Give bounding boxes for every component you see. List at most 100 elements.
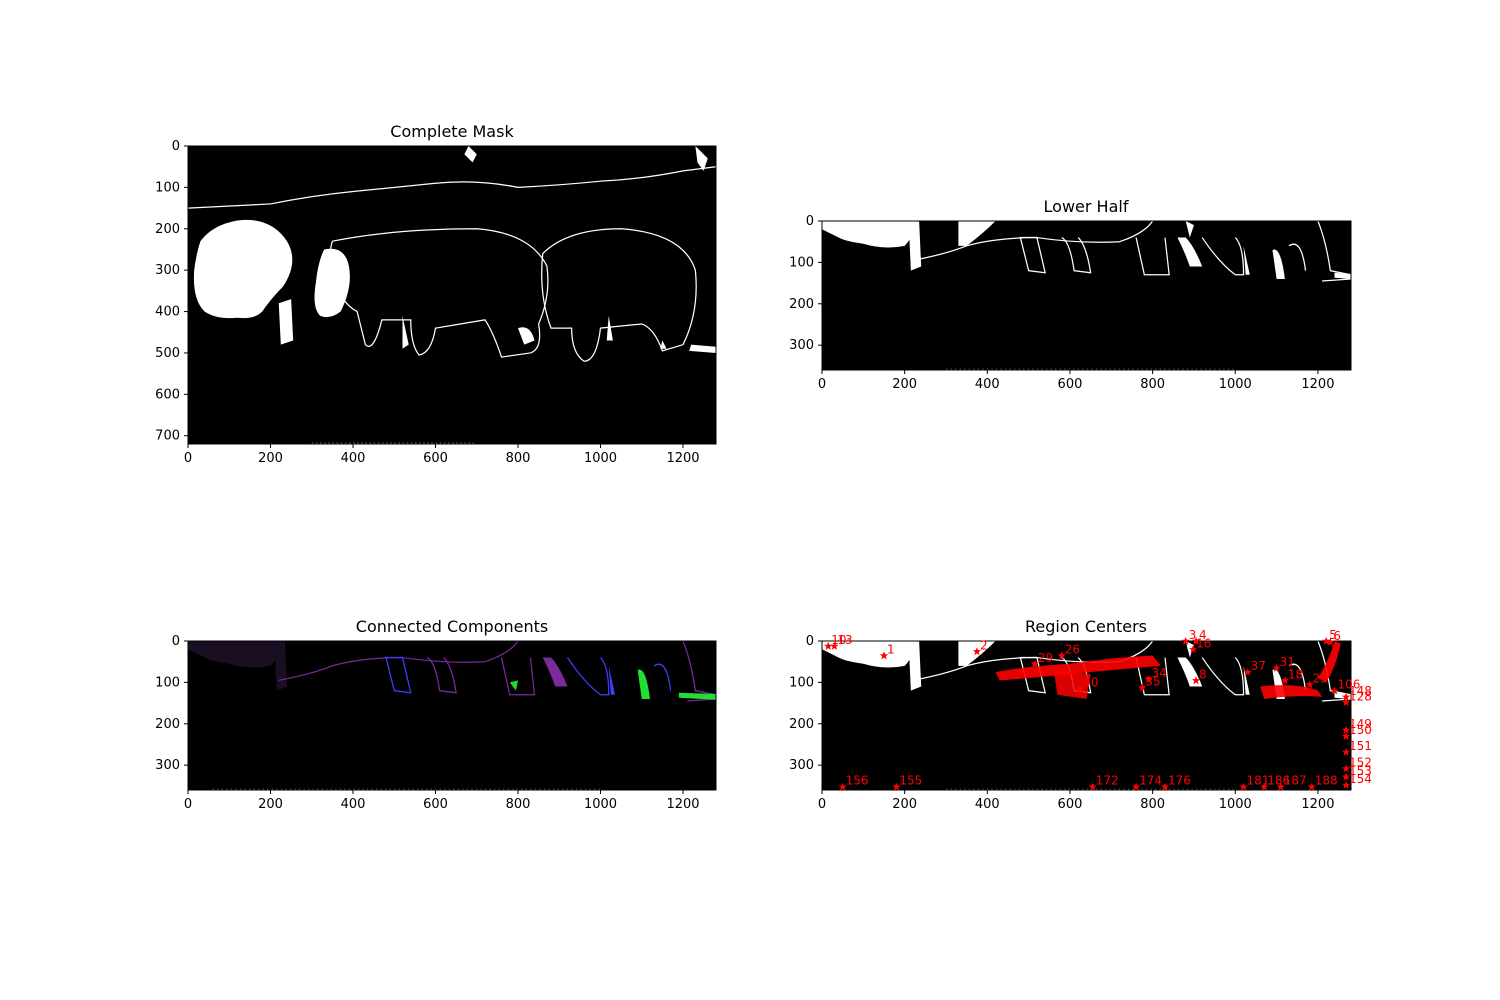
x-tick-label: 400 <box>341 797 366 812</box>
center-label: 29 <box>1038 651 1053 665</box>
y-tick-label: 700 <box>155 429 180 444</box>
center-label: 4 <box>1199 628 1207 642</box>
center-marker <box>1342 692 1351 701</box>
center-marker <box>1030 659 1039 668</box>
y-tick-label: 400 <box>155 305 180 320</box>
center-marker <box>1276 782 1285 791</box>
center-marker <box>838 782 847 791</box>
center-label: 8 <box>1199 667 1207 681</box>
center-label: 23 <box>1313 671 1328 685</box>
x-tick-label: 1200 <box>1301 797 1334 812</box>
center-marker <box>1057 651 1066 660</box>
y-tick-label: 200 <box>789 717 814 732</box>
center-label: 34 <box>1151 666 1166 680</box>
panel-connected-components: Connected Components 0 200 400 600 800 1000 12… <box>155 617 717 812</box>
x-tick-label: 200 <box>892 797 917 812</box>
center-label: 155 <box>899 774 922 788</box>
center-label: 26 <box>1065 642 1080 656</box>
center-marker <box>1342 698 1351 707</box>
y-tick-label: 500 <box>155 346 180 361</box>
center-label: 13 <box>837 633 852 647</box>
center-marker <box>1322 637 1331 645</box>
region-centers-image <box>822 641 1351 790</box>
center-marker <box>1144 675 1153 684</box>
center-marker <box>1280 676 1289 685</box>
center-marker <box>1138 683 1147 692</box>
x-tick-label: 800 <box>1140 797 1165 812</box>
x-tick-label: 200 <box>258 797 283 812</box>
y-tick-label: 100 <box>789 675 814 690</box>
center-marker <box>1132 782 1141 791</box>
center-marker <box>1181 637 1190 645</box>
y-tick-label: 600 <box>155 387 180 402</box>
x-tick-label: 0 <box>818 377 826 392</box>
center-label: 148 <box>1349 684 1372 698</box>
panel-lower-half: Lower Half 0 200 400 600 800 1000 1200 0 100 200 3… <box>789 197 1352 392</box>
center-marker <box>1239 782 1248 791</box>
x-tick-label: 1000 <box>1219 797 1252 812</box>
center-label: 40 <box>1083 676 1098 690</box>
center-marker <box>824 641 833 650</box>
x-tick-label: 200 <box>258 451 283 466</box>
panel-title: Region Centers <box>1025 617 1147 636</box>
panel-title: Lower Half <box>1044 197 1129 216</box>
center-label: 2 <box>980 638 988 652</box>
x-tick-label: 1200 <box>666 797 699 812</box>
center-label: 153 <box>1349 764 1372 778</box>
center-marker <box>1189 645 1198 654</box>
y-tick-label: 300 <box>155 263 180 278</box>
center-marker <box>1342 725 1351 734</box>
y-tick-label: 300 <box>789 338 814 353</box>
center-label: 188 <box>1315 774 1338 788</box>
center-marker <box>879 651 888 660</box>
center-label: 172 <box>1096 774 1119 788</box>
lower-half-image <box>822 221 1351 370</box>
center-label: 37 <box>1251 659 1266 673</box>
center-marker <box>892 782 901 791</box>
y-tick-label: 0 <box>172 634 180 649</box>
center-label: 106 <box>1337 678 1360 692</box>
x-tick-label: 800 <box>506 451 531 466</box>
x-tick-label: 600 <box>1058 377 1083 392</box>
center-label: 187 <box>1284 774 1307 788</box>
center-marker <box>1161 782 1170 791</box>
center-marker <box>1326 637 1335 646</box>
components-image <box>188 641 716 790</box>
center-marker <box>1342 772 1351 781</box>
center-label: 150 <box>1349 723 1372 737</box>
x-tick-label: 600 <box>423 797 448 812</box>
x-tick-label: 1000 <box>584 797 617 812</box>
x-tick-label: 400 <box>975 377 1000 392</box>
center-label: 174 <box>1139 774 1162 788</box>
center-marker <box>1260 782 1269 791</box>
center-marker <box>1192 676 1201 685</box>
center-marker <box>1342 732 1351 741</box>
panel-title: Connected Components <box>356 617 548 636</box>
center-label: 31 <box>1280 655 1295 669</box>
x-tick-label: 0 <box>184 797 192 812</box>
center-label: 35 <box>1145 674 1160 688</box>
y-tick-label: 0 <box>806 634 814 649</box>
x-tick-label: 0 <box>818 797 826 812</box>
x-tick-label: 200 <box>892 377 917 392</box>
y-tick-label: 100 <box>155 180 180 195</box>
x-tick-label: 400 <box>975 797 1000 812</box>
panel-title: Complete Mask <box>390 122 514 141</box>
y-tick-label: 300 <box>155 758 180 773</box>
center-marker <box>1342 764 1351 773</box>
center-marker <box>972 647 981 656</box>
center-label: 1 <box>887 642 895 656</box>
y-tick-label: 0 <box>172 139 180 154</box>
center-marker <box>1243 668 1252 677</box>
x-tick-label: 400 <box>341 451 366 466</box>
y-tick-label: 200 <box>155 222 180 237</box>
panel-complete-mask: Complete Mask 0 200 400 600 800 1000 1200 0 100 2… <box>155 122 717 466</box>
center-marker <box>1088 782 1097 791</box>
x-tick-label: 600 <box>1058 797 1083 812</box>
x-tick-label: 800 <box>506 797 531 812</box>
center-label: 5 <box>1329 628 1337 642</box>
y-tick-label: 100 <box>155 675 180 690</box>
center-label: 156 <box>846 774 869 788</box>
x-tick-label: 1000 <box>1219 377 1252 392</box>
